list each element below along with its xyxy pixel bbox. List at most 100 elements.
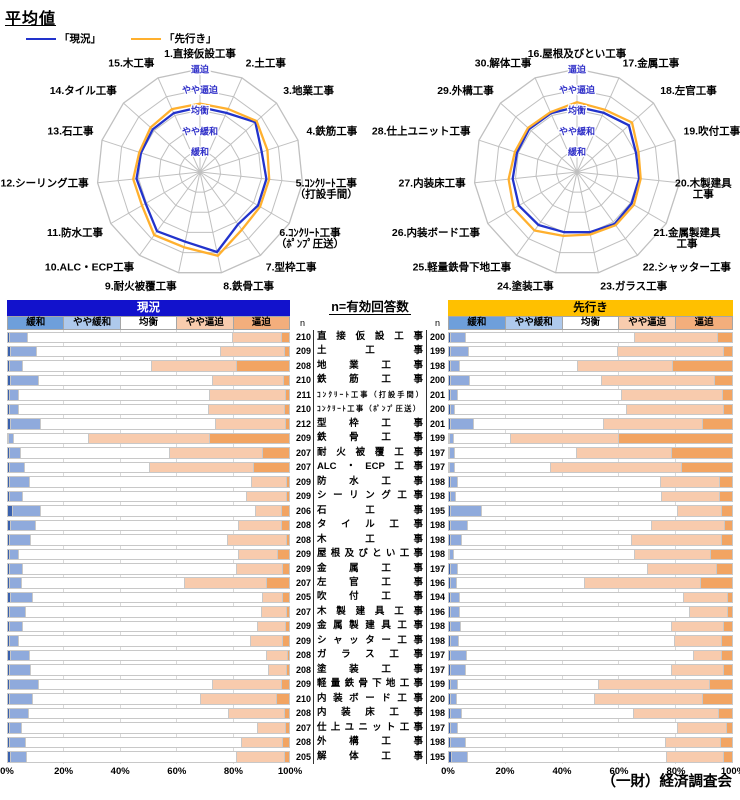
radar-grid-ring bbox=[494, 89, 660, 254]
bar-segment-4 bbox=[618, 432, 734, 445]
bar-segment-3 bbox=[210, 389, 286, 401]
bar-segment-2 bbox=[466, 664, 672, 676]
stacked-bar bbox=[448, 519, 733, 532]
radar-axis-label: 6.ｺﾝｸﾘｰﾄ工事（ﾎﾟﾝﾌﾟ圧送） bbox=[276, 226, 344, 250]
bar-row bbox=[7, 634, 290, 648]
bar-segment-4 bbox=[701, 577, 733, 589]
bar-row bbox=[7, 533, 290, 547]
n-value-current: 208 bbox=[295, 708, 311, 719]
radar-ring-label: 逼迫 bbox=[568, 64, 587, 75]
n-value-outlook: 198 bbox=[429, 534, 445, 545]
trade-label: 鉄骨工事 bbox=[313, 431, 427, 446]
bar-segment-0 bbox=[7, 476, 10, 488]
n-value-current: 210 bbox=[295, 375, 311, 386]
bar-segment-1 bbox=[9, 331, 28, 343]
radar-spoke bbox=[110, 171, 201, 224]
bar-segment-0 bbox=[7, 751, 12, 763]
stacked-bar bbox=[448, 577, 733, 589]
bar-segment-1 bbox=[450, 519, 469, 532]
n-value-outlook: 200 bbox=[429, 693, 445, 704]
trade-label: 金属製建具工事 bbox=[313, 619, 427, 634]
bar-row bbox=[448, 590, 733, 604]
bar-segment-1 bbox=[450, 505, 482, 517]
n-table-row: 209 シーリング工事 198 bbox=[292, 489, 448, 504]
n-table-rows: 210 直接仮設工事 200 209 土工事 199 208 地業工事 198 210 鉄筋工事 20… bbox=[292, 330, 448, 765]
legend-cell-0: 緩和 bbox=[449, 317, 505, 329]
bar-segment-3 bbox=[237, 751, 286, 763]
bar-segment-3 bbox=[246, 490, 287, 503]
bar-segment-3 bbox=[652, 519, 725, 532]
bar-segment-3 bbox=[665, 736, 721, 749]
bar-segment-0 bbox=[7, 403, 10, 416]
trade-label: 仕上ユニット工事 bbox=[313, 720, 427, 736]
n-value-outlook: 197 bbox=[429, 664, 445, 675]
radar-axis-label: 2.土工事 bbox=[246, 57, 287, 70]
bar-segment-2 bbox=[459, 591, 685, 604]
bar-row bbox=[7, 504, 290, 518]
bar-segment-4 bbox=[721, 736, 733, 749]
bar-segment-4 bbox=[703, 418, 733, 430]
bar-segment-1 bbox=[9, 707, 30, 720]
bar-segment-3 bbox=[269, 664, 288, 676]
stacked-bar bbox=[7, 693, 290, 705]
bar-segment-2 bbox=[469, 374, 602, 387]
trade-label: 外構工事 bbox=[313, 735, 427, 750]
bar-segment-2 bbox=[456, 577, 586, 589]
stacked-bar bbox=[7, 620, 290, 633]
segment-legend-current: 緩和 やや緩和 均衡 やや逼迫 逼迫 bbox=[7, 316, 290, 330]
bar-segment-2 bbox=[21, 447, 170, 459]
x-tick-label: 20% bbox=[54, 766, 74, 778]
radar-spoke bbox=[199, 102, 277, 173]
stacked-bar bbox=[448, 403, 733, 416]
current-line-swatch bbox=[26, 37, 56, 40]
bar-segment-4 bbox=[283, 563, 290, 575]
bar-row bbox=[448, 692, 733, 706]
radar-axis-label: 4.鉄筋工事 bbox=[307, 124, 358, 137]
segment-legend-outlook: 緩和 やや緩和 均衡 やや逼迫 逼迫 bbox=[448, 316, 733, 330]
bar-segment-1 bbox=[450, 534, 463, 546]
bar-row bbox=[7, 489, 290, 503]
bar-segment-2 bbox=[23, 490, 247, 503]
bar-segment-2 bbox=[33, 591, 264, 604]
bar-segment-0 bbox=[448, 563, 451, 575]
radar-spoke bbox=[101, 139, 201, 173]
n-table-row: 210 鉄筋工事 200 bbox=[292, 373, 448, 388]
bar-segment-4 bbox=[284, 403, 290, 416]
bar-segment-0 bbox=[448, 374, 451, 387]
n-value-current: 207 bbox=[295, 722, 311, 733]
n-header-current: n bbox=[300, 318, 306, 328]
bar-segment-0 bbox=[7, 606, 10, 618]
bar-segment-3 bbox=[258, 722, 286, 734]
bar-row bbox=[448, 648, 733, 662]
bar-segment-0 bbox=[448, 490, 451, 503]
stacked-bar bbox=[448, 751, 733, 763]
n-value-current: 208 bbox=[295, 650, 311, 661]
n-table-row: 205 解体工事 195 bbox=[292, 749, 448, 765]
n-table-row: 209 土工事 199 bbox=[292, 344, 448, 359]
radar-grid-ring bbox=[535, 130, 619, 213]
bar-segment-1 bbox=[450, 490, 456, 503]
bar-segment-4 bbox=[722, 505, 733, 517]
bar-segment-0 bbox=[448, 389, 451, 401]
stacked-bar bbox=[448, 722, 733, 734]
bar-segment-0 bbox=[7, 418, 12, 430]
bar-segment-4 bbox=[284, 707, 290, 720]
n-table-row: 209 屋根及びとい工事 198 bbox=[292, 547, 448, 562]
bar-segment-1 bbox=[450, 606, 461, 618]
bar-segment-2 bbox=[40, 505, 257, 517]
n-value-current: 207 bbox=[295, 577, 311, 588]
bar-segment-1 bbox=[450, 461, 456, 474]
bar-segment-1 bbox=[450, 345, 470, 358]
bar-segment-0 bbox=[448, 432, 450, 445]
bar-segment-4 bbox=[283, 591, 290, 604]
radar-axis-label: 8.鉄骨工事 bbox=[223, 280, 274, 293]
stacked-bar bbox=[7, 345, 290, 358]
bar-segment-3 bbox=[694, 649, 723, 662]
bar-segment-0 bbox=[448, 722, 451, 734]
bar-segment-1 bbox=[450, 620, 462, 633]
bar-row bbox=[7, 402, 290, 416]
radar-grid-ring bbox=[96, 68, 304, 274]
stacked-bar bbox=[7, 519, 290, 532]
bar-row bbox=[7, 562, 290, 576]
radar-series-outlook bbox=[132, 102, 271, 257]
